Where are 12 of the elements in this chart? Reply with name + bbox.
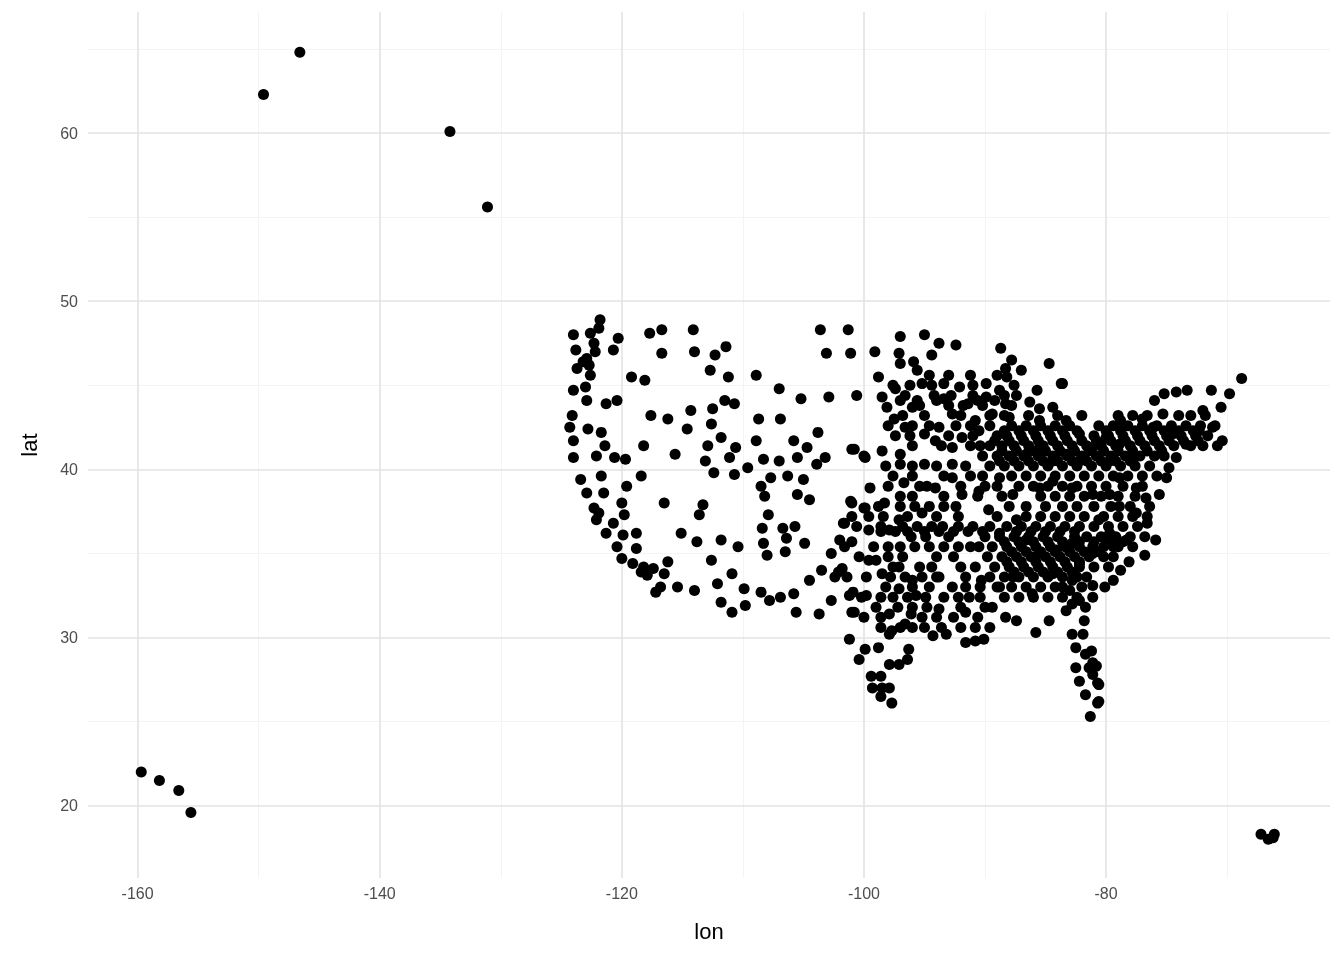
- y-tick-label: 40: [60, 460, 79, 478]
- y-tick-label: 50: [60, 292, 79, 310]
- x-tick-label: -80: [1094, 884, 1118, 902]
- y-tick-label: 60: [60, 124, 79, 142]
- y-axis-title: lat: [16, 433, 42, 457]
- x-tick-label: -100: [847, 884, 881, 902]
- y-tick-label: 30: [60, 629, 79, 647]
- x-axis-title: lon: [694, 918, 724, 944]
- x-tick-label: -160: [121, 884, 154, 902]
- x-tick-label: -120: [605, 884, 638, 902]
- y-tick-label: 20: [60, 797, 79, 815]
- x-tick-label: -140: [363, 884, 396, 902]
